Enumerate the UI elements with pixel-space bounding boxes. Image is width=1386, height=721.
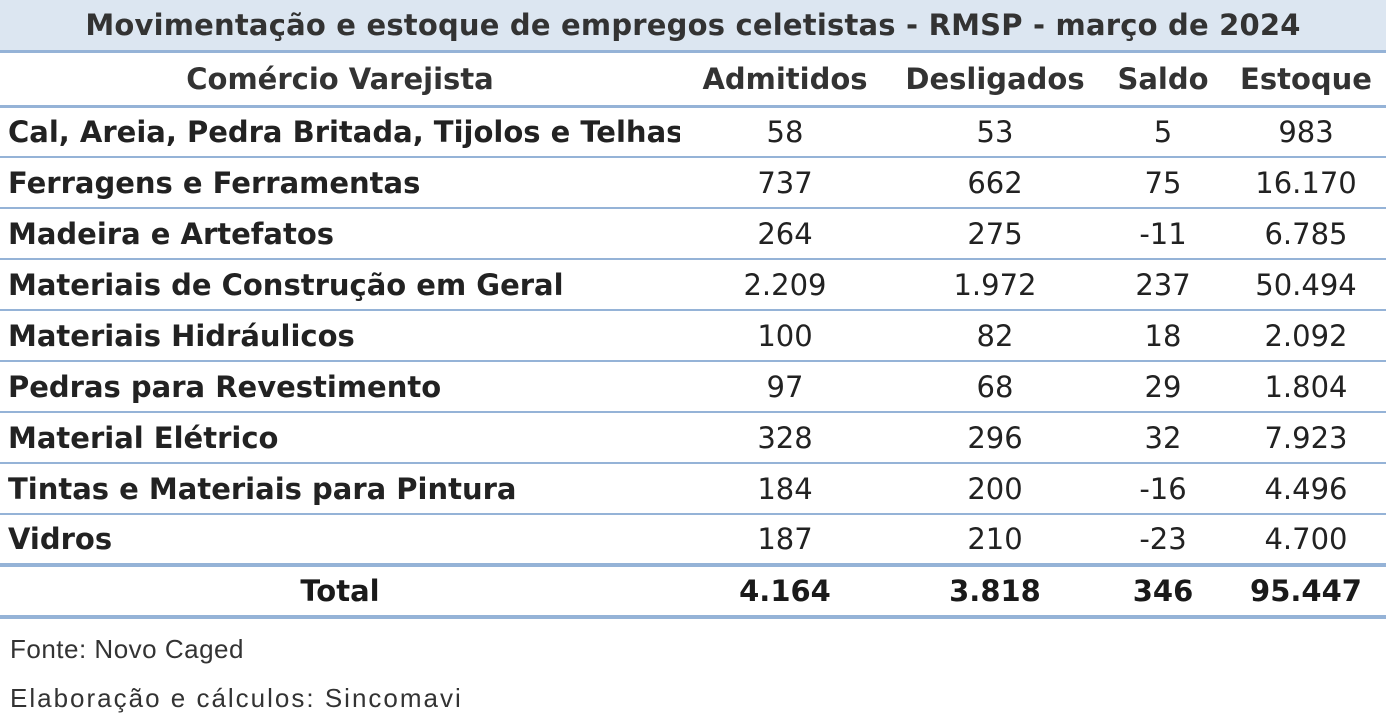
row-category: Materiais Hidráulicos <box>0 310 680 362</box>
table-row: Material Elétrico 328 296 32 7.923 <box>0 412 1386 464</box>
row-admitted: 264 <box>680 208 890 260</box>
row-category: Madeira e Artefatos <box>0 208 680 260</box>
table-title: Movimentação e estoque de empregos celet… <box>0 0 1386 53</box>
column-header-admitted: Admitidos <box>680 53 890 108</box>
table-row: Materiais de Construção em Geral 2.209 1… <box>0 259 1386 311</box>
column-header-balance: Saldo <box>1100 53 1226 108</box>
row-dismissed: 53 <box>890 106 1100 158</box>
row-stock: 7.923 <box>1226 412 1386 464</box>
row-stock: 4.496 <box>1226 463 1386 515</box>
row-admitted: 58 <box>680 106 890 158</box>
row-balance: 32 <box>1100 412 1226 464</box>
row-balance: -11 <box>1100 208 1226 260</box>
row-balance: 75 <box>1100 157 1226 209</box>
total-dismissed: 3.818 <box>890 565 1100 619</box>
row-category: Cal, Areia, Pedra Britada, Tijolos e Tel… <box>0 106 680 158</box>
row-admitted: 100 <box>680 310 890 362</box>
row-balance: -23 <box>1100 514 1226 567</box>
row-admitted: 97 <box>680 361 890 413</box>
row-balance: 237 <box>1100 259 1226 311</box>
source-note: Fonte: Novo Caged <box>10 634 244 664</box>
row-dismissed: 296 <box>890 412 1100 464</box>
row-dismissed: 82 <box>890 310 1100 362</box>
row-stock: 2.092 <box>1226 310 1386 362</box>
total-balance: 346 <box>1100 565 1226 619</box>
row-stock: 50.494 <box>1226 259 1386 311</box>
row-admitted: 737 <box>680 157 890 209</box>
total-label: Total <box>0 565 680 619</box>
row-stock: 1.804 <box>1226 361 1386 413</box>
row-category: Pedras para Revestimento <box>0 361 680 413</box>
row-stock: 16.170 <box>1226 157 1386 209</box>
row-category: Tintas e Materiais para Pintura <box>0 463 680 515</box>
row-dismissed: 200 <box>890 463 1100 515</box>
row-stock: 4.700 <box>1226 514 1386 567</box>
table-row: Materiais Hidráulicos 100 82 18 2.092 <box>0 310 1386 362</box>
table-row: Cal, Areia, Pedra Britada, Tijolos e Tel… <box>0 106 1386 158</box>
row-stock: 983 <box>1226 106 1386 158</box>
row-balance: 29 <box>1100 361 1226 413</box>
row-dismissed: 68 <box>890 361 1100 413</box>
column-header-category: Comércio Varejista <box>0 53 680 108</box>
row-category: Materiais de Construção em Geral <box>0 259 680 311</box>
column-header-dismissed: Desligados <box>890 53 1100 108</box>
row-category: Ferragens e Ferramentas <box>0 157 680 209</box>
table-row: Madeira e Artefatos 264 275 -11 6.785 <box>0 208 1386 260</box>
row-dismissed: 275 <box>890 208 1100 260</box>
table-row: Pedras para Revestimento 97 68 29 1.804 <box>0 361 1386 413</box>
row-dismissed: 1.972 <box>890 259 1100 311</box>
employment-table: Comércio Varejista Admitidos Desligados … <box>0 53 1386 619</box>
row-category: Vidros <box>0 514 680 567</box>
total-row: Total 4.164 3.818 346 95.447 <box>0 565 1386 619</box>
row-dismissed: 210 <box>890 514 1100 567</box>
header-row: Comércio Varejista Admitidos Desligados … <box>0 53 1386 108</box>
table-row: Vidros 187 210 -23 4.700 <box>0 514 1386 567</box>
row-admitted: 187 <box>680 514 890 567</box>
total-admitted: 4.164 <box>680 565 890 619</box>
total-stock: 95.447 <box>1226 565 1386 619</box>
row-balance: -16 <box>1100 463 1226 515</box>
row-admitted: 184 <box>680 463 890 515</box>
row-admitted: 2.209 <box>680 259 890 311</box>
row-balance: 18 <box>1100 310 1226 362</box>
row-stock: 6.785 <box>1226 208 1386 260</box>
table-row: Ferragens e Ferramentas 737 662 75 16.17… <box>0 157 1386 209</box>
table-row: Tintas e Materiais para Pintura 184 200 … <box>0 463 1386 515</box>
row-dismissed: 662 <box>890 157 1100 209</box>
credits-note: Elaboração e cálculos: Sincomavi <box>10 683 463 713</box>
column-header-stock: Estoque <box>1226 53 1386 108</box>
row-category: Material Elétrico <box>0 412 680 464</box>
row-balance: 5 <box>1100 106 1226 158</box>
row-admitted: 328 <box>680 412 890 464</box>
